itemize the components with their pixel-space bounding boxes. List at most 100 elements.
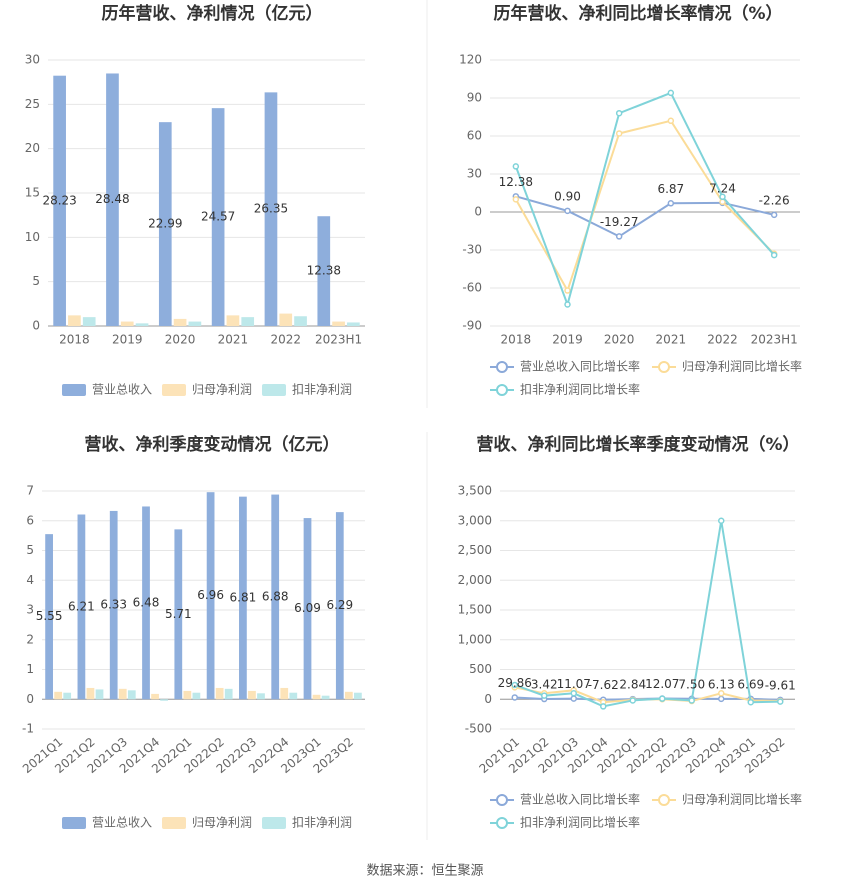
point	[600, 703, 607, 710]
y-tick-label: 1,000	[458, 632, 492, 646]
x-tick-label: 2019	[552, 333, 583, 347]
legend-label: 归母净利润同比增长率	[682, 359, 802, 374]
legend-marker	[496, 817, 508, 829]
bar	[241, 317, 255, 326]
point	[564, 287, 571, 294]
y-tick-label: -90	[462, 319, 482, 333]
point	[629, 697, 636, 704]
data-label: 22.99	[148, 217, 182, 231]
y-tick-label: 3,500	[458, 484, 492, 498]
point	[770, 251, 778, 259]
bar	[226, 315, 240, 326]
point	[667, 89, 675, 97]
y-tick-label: -500	[465, 722, 492, 736]
bar	[215, 687, 224, 700]
bar	[347, 322, 360, 326]
y-tick-label: 3	[26, 603, 34, 617]
data-label: 12.38	[307, 264, 341, 278]
data-label: 6.21	[68, 599, 95, 613]
point	[570, 690, 577, 697]
point	[718, 517, 725, 524]
point	[659, 695, 666, 702]
y-tick-label: 60	[467, 129, 482, 143]
legend-marker	[496, 384, 508, 396]
bar	[206, 492, 215, 700]
legend-swatch	[62, 384, 86, 396]
bar	[335, 512, 344, 700]
y-tick-label: 1	[26, 662, 34, 676]
legend-swatch	[62, 817, 86, 829]
x-tick-label: 2021	[218, 333, 249, 347]
y-tick-label: 5	[26, 543, 34, 557]
point	[615, 233, 623, 240]
bar	[158, 122, 172, 326]
chart-title: 历年营收、净利同比增长率情况（%）	[493, 3, 782, 24]
point	[570, 695, 577, 702]
data-label: 7.24	[709, 181, 736, 195]
bar	[120, 321, 134, 326]
point	[564, 301, 571, 308]
data-label: 6.13	[708, 677, 735, 691]
bar	[53, 75, 66, 326]
point	[615, 130, 623, 137]
y-tick-label: -60	[462, 281, 482, 295]
point	[718, 690, 725, 697]
x-tick-label: 2023H1	[315, 333, 362, 347]
legend-label: 归母净利润同比增长率	[682, 792, 802, 807]
line	[514, 91, 775, 308]
bar	[183, 690, 192, 700]
legend-label: 营业总收入	[92, 816, 152, 830]
data-label: 7.50	[678, 677, 705, 691]
line	[515, 195, 775, 238]
bar	[239, 496, 247, 700]
data-label: 6.87	[657, 182, 684, 196]
source: 数据来源：恒生聚源	[366, 864, 483, 879]
bar	[173, 318, 187, 326]
legend-swatch	[262, 817, 286, 829]
legend-swatch	[262, 384, 286, 396]
legend-label: 归母净利润	[192, 816, 252, 830]
point	[777, 698, 784, 705]
bar	[279, 313, 293, 326]
legend-marker	[658, 794, 670, 806]
y-tick-label: 2,000	[458, 573, 492, 587]
bar	[109, 510, 118, 700]
data-label: 12.07	[645, 677, 679, 691]
data-label: 6.48	[133, 595, 160, 609]
bar	[151, 693, 159, 700]
data-label: 6.96	[197, 588, 224, 602]
point	[747, 698, 754, 706]
x-tick-label: 2022	[270, 333, 301, 347]
legend-marker	[658, 361, 670, 373]
bar	[63, 692, 72, 700]
point	[718, 695, 725, 703]
bar	[280, 687, 289, 700]
x-tick-label: 2022	[707, 333, 738, 347]
chart-title: 历年营收、净利情况（亿元）	[102, 3, 323, 24]
data-label: -2.26	[759, 193, 790, 207]
y-tick-label: 3,000	[458, 513, 492, 527]
point	[770, 211, 778, 219]
y-tick-label: 120	[459, 53, 482, 67]
bar	[106, 73, 119, 327]
data-label: -19.27	[600, 215, 639, 229]
bar	[257, 693, 265, 700]
bar	[289, 692, 298, 700]
legend-label: 扣非净利润	[292, 383, 352, 397]
bar	[135, 323, 149, 326]
bar	[82, 317, 96, 326]
point	[541, 692, 548, 699]
y-tick-label: 30	[25, 53, 40, 67]
bar	[142, 506, 150, 700]
bar	[86, 687, 95, 700]
bar	[118, 688, 127, 700]
data-label: 28.23	[42, 193, 76, 207]
data-label: 29.86	[498, 676, 532, 690]
y-tick-label: 0	[32, 319, 40, 333]
y-tick-label: 0	[26, 692, 34, 706]
y-tick-label: 500	[469, 662, 492, 676]
point	[615, 109, 623, 117]
y-tick-label: 2	[26, 632, 34, 646]
point	[512, 196, 520, 203]
x-tick-label: 2018	[59, 333, 90, 347]
